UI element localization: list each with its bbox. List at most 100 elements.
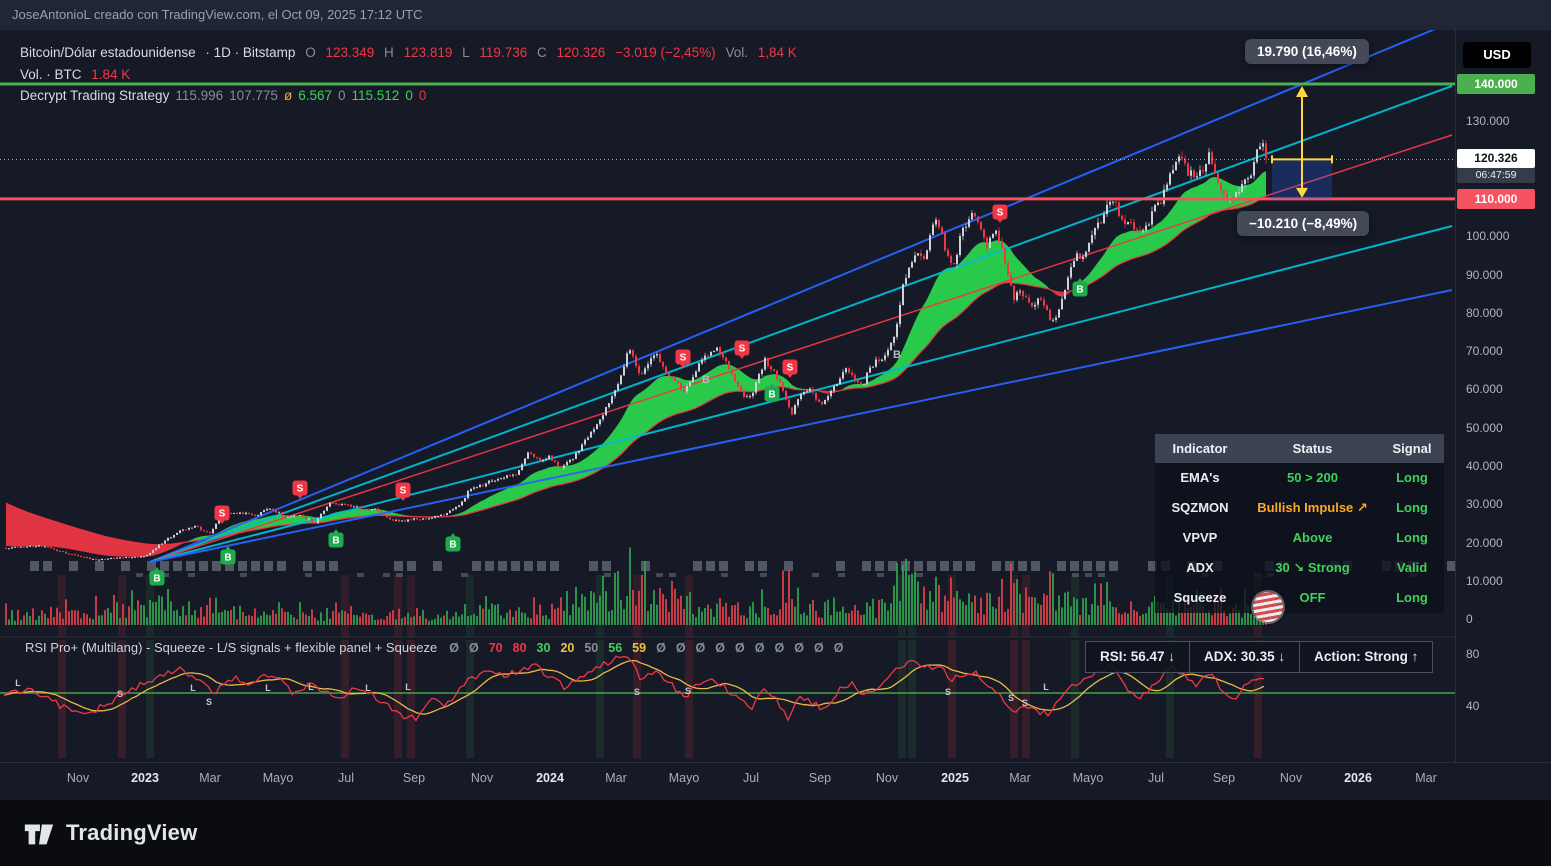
tradingview-logo-icon[interactable]: [22, 816, 56, 850]
support-price-badge: 110.000: [1457, 189, 1535, 209]
indicator-status: Above: [1292, 530, 1333, 545]
rsi-param: Ø: [449, 640, 459, 655]
time-axis-month-label: Mar: [199, 771, 221, 785]
strategy-legend: Decrypt Trading Strategy 115.996 107.775 ø 6…: [20, 88, 438, 103]
strategy-value: 0: [418, 88, 427, 103]
svg-text:B: B: [332, 536, 339, 547]
header-indicator: Indicator: [1172, 441, 1228, 456]
time-axis-month-label: Jul: [338, 771, 354, 785]
indicator-status: OFF: [1299, 590, 1326, 605]
rsi-info-panel: RSI: 56.47 ↓ ADX: 30.35 ↓ Action: Strong…: [1085, 641, 1434, 673]
indicator-name: EMA's: [1180, 470, 1220, 485]
strategy-value: 0: [405, 88, 413, 103]
indicator-table-header: Indicator Status Signal: [1155, 434, 1444, 463]
volume-indicator-title[interactable]: Vol. · BTC: [20, 67, 82, 82]
rsi-param: Ø: [715, 640, 726, 655]
rsi-param: 70: [488, 640, 503, 655]
rsi-param: Ø: [754, 640, 765, 655]
time-axis-year-label: 2026: [1344, 771, 1372, 785]
volume-label: Vol.: [725, 45, 748, 60]
time-axis-month-label: Jul: [1148, 771, 1164, 785]
strategy-value: ø: [283, 88, 293, 103]
volume-value: 1,84 K: [757, 45, 797, 60]
price-axis-tick: 90.000: [1466, 267, 1503, 282]
price-axis-tick: 30.000: [1466, 497, 1503, 512]
indicator-status-table: Indicator Status Signal EMA's 50 > 200 Lon…: [1155, 434, 1444, 613]
time-axis-month-label: Nov: [1279, 771, 1303, 785]
time-axis-month-label: Sep: [402, 771, 426, 785]
svg-text:S: S: [1022, 698, 1028, 708]
indicator-table-row: Squeeze OFF Long: [1155, 583, 1444, 613]
symbol-title[interactable]: Bitcoin/Dólar estadounidense: [20, 45, 196, 60]
svg-text:S: S: [945, 687, 951, 697]
time-axis-month-label: Mayo: [1072, 771, 1104, 785]
svg-text:S: S: [297, 484, 304, 495]
rsi-value: RSI: 56.47 ↓: [1100, 649, 1176, 664]
time-axis-year-label: 2024: [536, 771, 564, 785]
low-value: 119.736: [479, 45, 528, 60]
strategy-title[interactable]: Decrypt Trading Strategy: [20, 88, 170, 103]
svg-text:B: B: [153, 574, 160, 585]
indicator-status: Bullish Impulse ↗: [1257, 500, 1368, 515]
time-axis-month-label: Nov: [470, 771, 494, 785]
high-value: 123.819: [403, 45, 453, 60]
header-status: Status: [1292, 441, 1333, 456]
time-axis-month-label: Nov: [66, 771, 90, 785]
indicator-signal: Long: [1396, 500, 1428, 515]
rsi-indicator-legend: RSI Pro+ (Multilang) - Squeeze - L/S sig…: [25, 640, 843, 655]
price-axis-tick: 40.000: [1466, 459, 1503, 474]
time-axis[interactable]: Nov 2023 Mar Mayo Jul Sep Nov 2024 Mar Mayo Jul Sep…: [0, 762, 1551, 800]
top-watermark-band: JoseAntonioL creado con TradingView.com,…: [0, 0, 1551, 30]
rsi-axis-tick: 40: [1466, 699, 1480, 713]
rsi-param: Ø: [469, 640, 479, 655]
rsi-param: Ø: [695, 640, 706, 655]
rsi-indicator-title[interactable]: RSI Pro+ (Multilang) - Squeeze - L/S sig…: [25, 640, 438, 655]
indicator-table-row: EMA's 50 > 200 Long: [1155, 463, 1444, 493]
resistance-price-badge: 140.000: [1457, 74, 1535, 94]
currency-toggle-button[interactable]: USD: [1463, 42, 1531, 68]
svg-text:S: S: [680, 353, 687, 364]
svg-text:L: L: [365, 683, 371, 693]
svg-text:B: B: [893, 349, 901, 361]
time-axis-month-label: Mar: [1415, 771, 1437, 785]
indicator-table-body: EMA's 50 > 200 Long SQZMON Bullish Impulse ↗…: [1155, 463, 1444, 613]
low-label: L: [462, 45, 470, 60]
rsi-param: 20: [560, 640, 575, 655]
action-value: Action: Strong ↑: [1299, 642, 1432, 672]
indicator-signal: Long: [1396, 590, 1428, 605]
indicator-table-row: ADX 30 ↘ Strong Valid: [1155, 553, 1444, 583]
time-axis-month-label: Mar: [605, 771, 627, 785]
volume-indicator-value: 1.84 K: [91, 67, 131, 82]
bottom-toolbar: TradingView: [0, 800, 1551, 866]
open-value: 123.349: [325, 45, 375, 60]
svg-text:B: B: [768, 390, 775, 401]
price-axis-tick: 0: [1466, 612, 1473, 627]
rsi-param: 59: [632, 640, 647, 655]
measure-up-tooltip: 19.790 (16,46%): [1245, 39, 1369, 64]
svg-text:S: S: [400, 486, 407, 497]
creator-watermark: JoseAntonioL creado con TradingView.com,…: [12, 7, 423, 22]
time-axis-year-label: 2025: [941, 771, 969, 785]
indicator-status: 50 > 200: [1287, 470, 1338, 485]
price-axis-tick: 80.000: [1466, 305, 1503, 320]
tradingview-brand-text[interactable]: TradingView: [66, 820, 198, 845]
strategy-value: 0: [338, 88, 346, 103]
strategy-value: 6.567: [298, 88, 332, 103]
last-price-badge: 120.326: [1457, 149, 1535, 168]
rsi-param: Ø: [833, 640, 844, 655]
svg-text:B: B: [224, 553, 231, 564]
rsi-param: Ø: [735, 640, 745, 655]
adx-value: ADX: 30.35 ↓: [1189, 642, 1299, 672]
price-axis-tick: 20.000: [1466, 535, 1503, 550]
rsi-param: Ø: [656, 640, 666, 655]
time-axis-year-label: 2023: [131, 771, 159, 785]
symbol-meta[interactable]: · 1D · Bitstamp: [205, 45, 296, 60]
svg-text:B: B: [1076, 285, 1083, 296]
rsi-param: Ø: [794, 640, 804, 655]
svg-text:S: S: [1008, 693, 1014, 703]
time-axis-month-label: Jul: [743, 771, 759, 785]
price-axis-labels: 130.000 100.000 90.000 80.000 70.000 60.000 50…: [1455, 0, 1551, 866]
svg-text:B: B: [449, 540, 456, 551]
header-signal: Signal: [1392, 441, 1432, 456]
